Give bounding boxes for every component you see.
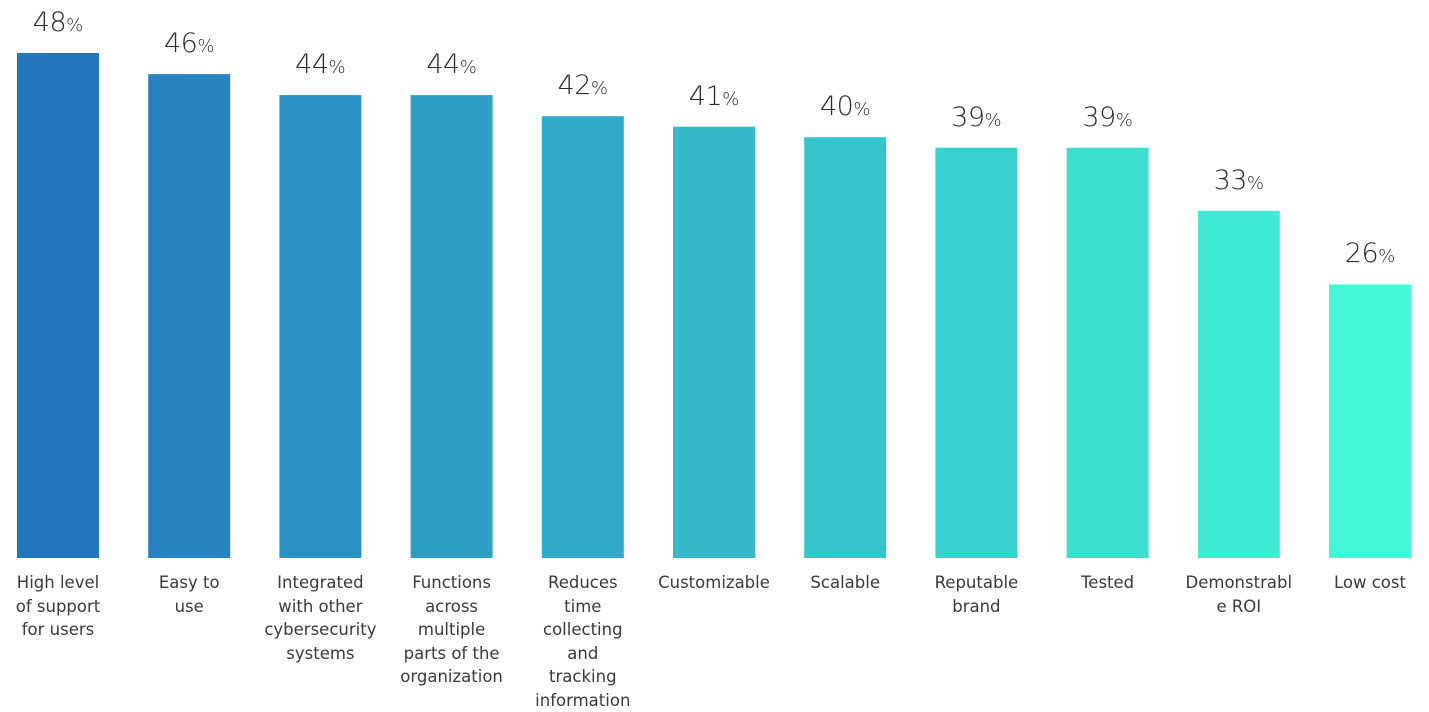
bar-4	[410, 95, 493, 558]
bar-11	[1329, 284, 1411, 558]
bar-7	[804, 137, 887, 558]
value-label-11: 26%	[1299, 239, 1429, 272]
value-label-5: 42%	[512, 71, 654, 104]
value-suffix: %	[984, 109, 1002, 131]
value-label-2: 46%	[118, 29, 260, 62]
value-label-3: 44%	[249, 50, 391, 83]
value-number: 33	[1213, 164, 1248, 196]
value-label-6: 41%	[643, 80, 785, 115]
value-label-4: 44%	[381, 50, 523, 83]
category-label-9: Tested	[1081, 573, 1135, 592]
bar-9	[1066, 147, 1149, 558]
value-label-7: 40%	[774, 92, 916, 125]
value-label-8: 39%	[905, 101, 1047, 136]
value-suffix: %	[459, 57, 477, 79]
value-label-10: 33%	[1168, 164, 1310, 199]
category-label-8: Reputable brand	[934, 573, 1019, 616]
value-suffix: %	[1115, 109, 1133, 131]
value-number: 41	[688, 80, 723, 112]
value-suffix: %	[1378, 246, 1396, 268]
value-suffix: %	[722, 88, 740, 110]
value-label-9: 39%	[1037, 101, 1179, 136]
category-label-11: Low cost	[1334, 573, 1406, 592]
category-label-2: Easy to use	[158, 573, 220, 616]
value-suffix: %	[328, 57, 346, 79]
value-number: 42	[557, 70, 592, 102]
value-number: 26	[1344, 238, 1379, 270]
category-label-5: Reduces time collecting and tracking inf…	[535, 573, 631, 710]
value-number: 44	[295, 49, 329, 81]
category-label-1: High level of support for users	[15, 573, 101, 639]
category-label-7: Scalable	[810, 573, 880, 592]
value-number: 46	[163, 28, 198, 60]
bar-2	[148, 74, 231, 558]
value-suffix: %	[197, 36, 215, 58]
bar-10	[1197, 210, 1280, 559]
value-number: 39	[1082, 101, 1116, 133]
bar-5	[541, 116, 624, 558]
bar-3	[279, 95, 362, 558]
value-label-1: 48%	[0, 8, 129, 41]
value-suffix: %	[853, 99, 871, 121]
category-label-4: Functions across multiple parts of the o…	[400, 573, 503, 686]
category-label-6: Customizable	[658, 573, 770, 592]
category-label-3: Integrated with other cybersecurity syst…	[264, 573, 377, 663]
value-number: 40	[819, 91, 854, 123]
bars-group	[17, 53, 1411, 559]
value-number: 44	[426, 49, 460, 81]
bar-1	[17, 53, 99, 558]
value-number: 39	[951, 101, 985, 133]
value-suffix: %	[590, 78, 609, 100]
bar-6	[673, 126, 755, 558]
bar-8	[935, 147, 1018, 558]
category-label-10: Demonstrabl e ROI	[1185, 573, 1293, 616]
value-number: 48	[32, 7, 67, 39]
value-suffix: %	[66, 15, 84, 37]
value-suffix: %	[1246, 172, 1265, 194]
